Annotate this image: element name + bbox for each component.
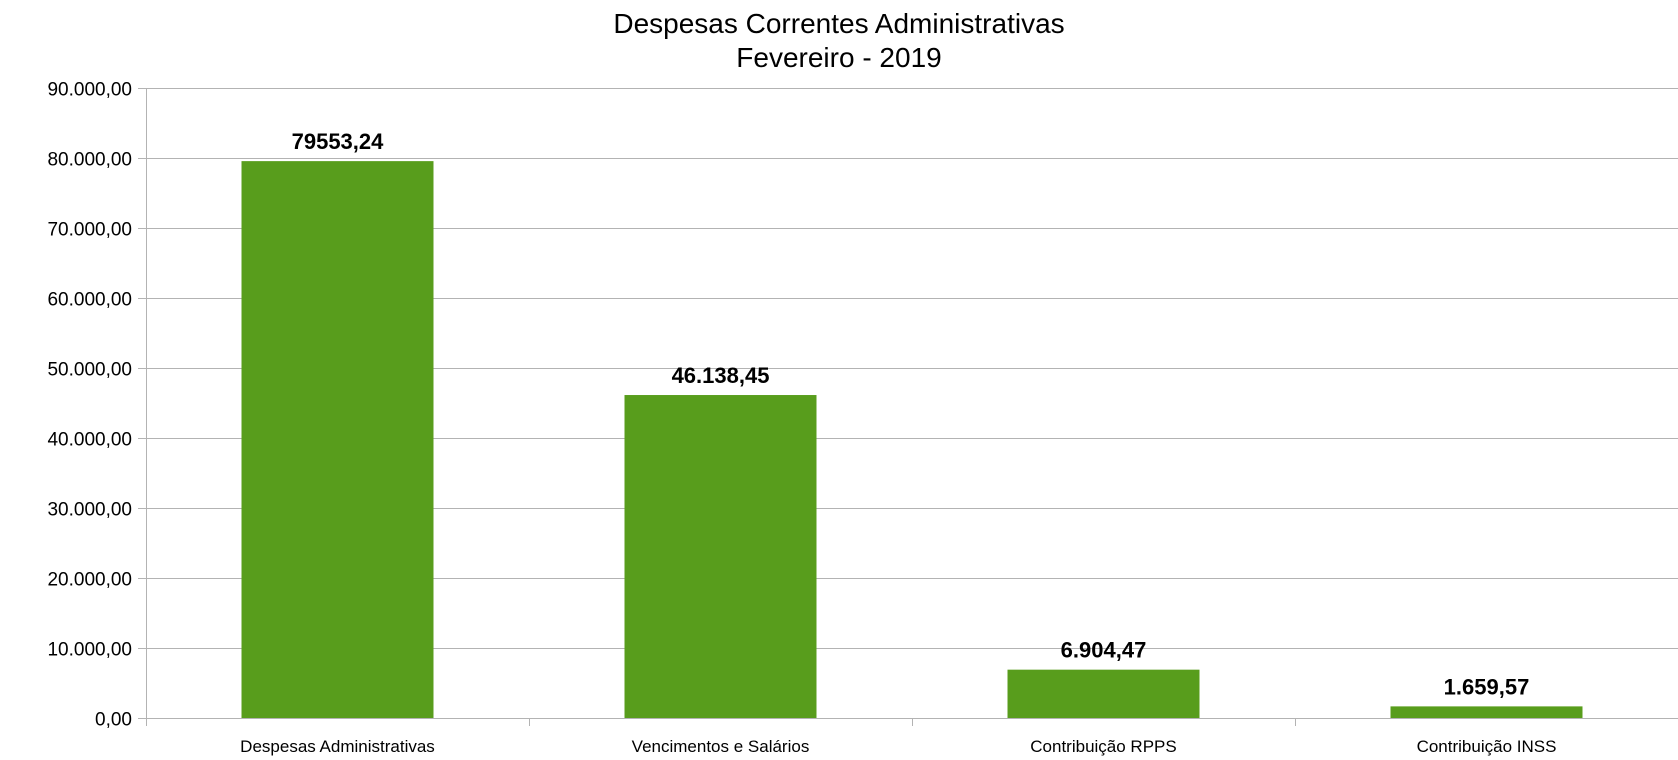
y-tick-label: 40.000,00 [47,430,132,451]
chart-title: Despesas Correntes Administrativas [613,8,1065,39]
x-category-label: Contribuição RPPS [1030,737,1176,756]
y-tick-label: 90.000,00 [47,80,132,101]
data-label: 46.138,45 [672,363,770,388]
x-category-label: Despesas Administrativas [240,737,435,756]
data-label: 79553,24 [292,129,385,154]
data-label: 1.659,57 [1444,674,1530,699]
y-tick-label: 70.000,00 [47,220,132,241]
data-label: 6.904,47 [1061,638,1147,663]
bar [1390,706,1583,718]
y-tick-label: 20.000,00 [47,570,132,591]
bar [241,161,434,718]
y-tick-label: 30.000,00 [47,500,132,521]
x-category-label: Contribuição INSS [1417,737,1557,756]
y-tick-label: 60.000,00 [47,290,132,311]
y-tick-label: 80.000,00 [47,150,132,171]
chart-subtitle: Fevereiro - 2019 [736,42,942,73]
y-tick-label: 0,00 [95,710,132,731]
y-tick-label: 10.000,00 [47,640,132,661]
bar [1007,669,1200,718]
bar [624,395,817,718]
y-tick-label: 50.000,00 [47,360,132,381]
x-category-label: Vencimentos e Salários [632,737,810,756]
